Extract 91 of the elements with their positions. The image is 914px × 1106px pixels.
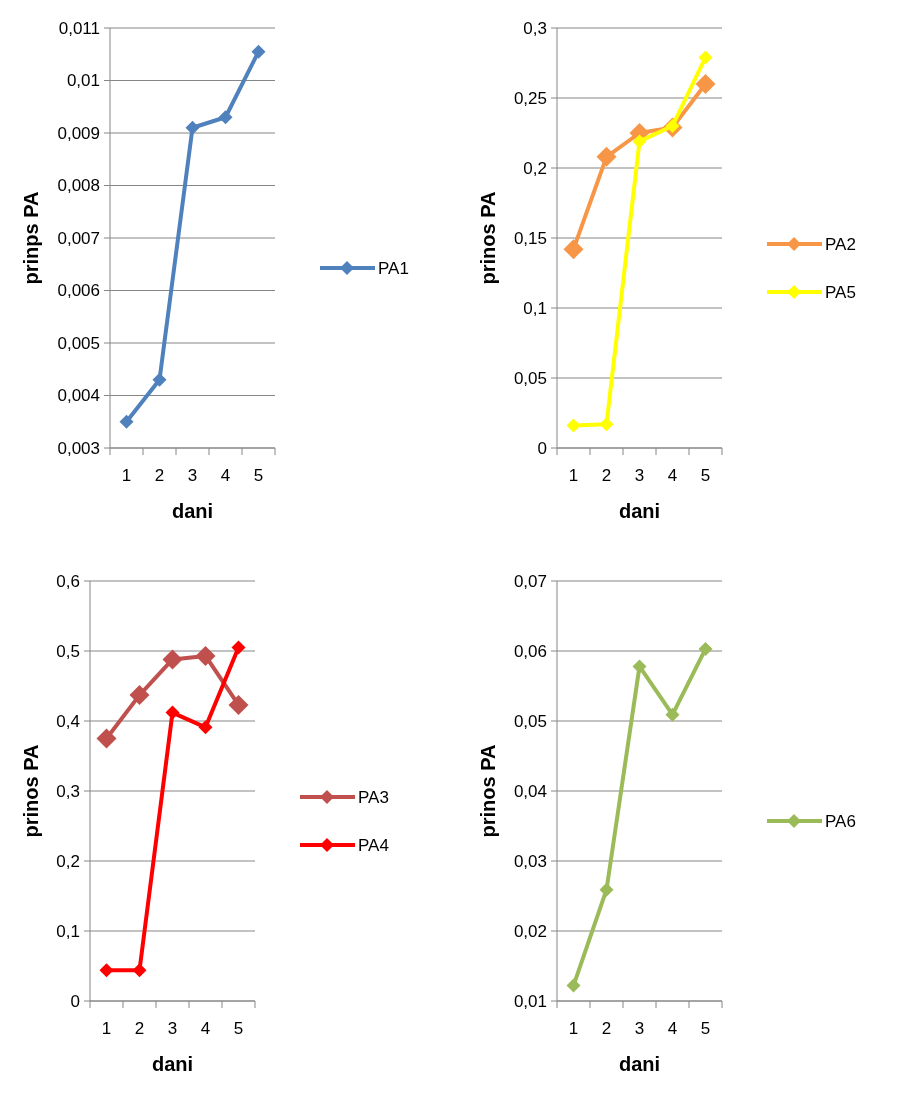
legend-label: PA1 (378, 258, 409, 278)
point (119, 414, 134, 429)
y-tick-label: 0,02 (513, 921, 547, 941)
point (198, 720, 213, 735)
x-tick-label: 2 (134, 1019, 145, 1038)
legend-label: PA3 (358, 787, 389, 807)
y-tick-label: 0,6 (56, 571, 80, 591)
point (599, 882, 614, 897)
y-tick-label: 0,005 (57, 333, 100, 353)
y-tick-label: 0,006 (57, 281, 100, 301)
point (695, 74, 716, 94)
point (129, 685, 150, 706)
x-tick-label: 5 (233, 1019, 244, 1038)
x-tick-label: 1 (101, 1019, 112, 1038)
y-tick-label: 0,4 (56, 711, 80, 731)
y-tick-label: 0,03 (513, 851, 547, 871)
x-axis-title: dani (151, 1053, 194, 1075)
point (632, 659, 647, 674)
point (566, 418, 581, 433)
x-tick-label: 2 (601, 1019, 612, 1038)
y-tick-label: 0,1 (56, 921, 80, 941)
y-axis-title: prinos PA (20, 744, 42, 838)
x-tick-label: 3 (634, 1019, 645, 1038)
y-tick-label: 0,05 (513, 711, 547, 731)
point (195, 645, 216, 666)
y-tick-label: 0,004 (57, 386, 100, 406)
y-tick-label: 0,05 (513, 368, 547, 388)
x-tick-label: 1 (568, 466, 579, 485)
y-tick-label: 0,5 (56, 641, 80, 661)
x-tick-label: 1 (121, 466, 132, 485)
y-tick-label: 0,2 (523, 158, 547, 178)
y-tick-label: 0,3 (56, 781, 80, 801)
x-tick-label: 4 (667, 466, 678, 485)
x-tick-label: 2 (154, 466, 165, 485)
y-tick-label: 0 (70, 991, 80, 1011)
x-tick-label: 1 (568, 1019, 579, 1038)
y-tick-label: 0,009 (57, 123, 100, 143)
x-tick-label: 4 (220, 466, 231, 485)
point (566, 978, 581, 993)
point (228, 694, 249, 715)
x-tick-label: 5 (253, 466, 264, 485)
point (251, 44, 266, 59)
x-axis-title: dani (171, 500, 214, 522)
y-axis-title: prinos PA (477, 744, 499, 838)
x-axis-title: dani (618, 500, 661, 522)
x-tick-label: 4 (200, 1019, 211, 1038)
x-tick-label: 3 (187, 466, 198, 485)
y-tick-label: 0,04 (513, 781, 547, 801)
point (132, 963, 147, 978)
x-tick-label: 2 (601, 466, 612, 485)
point (185, 120, 200, 135)
point (698, 641, 713, 656)
x-tick-label: 3 (167, 1019, 178, 1038)
point (165, 705, 180, 720)
point (218, 110, 233, 125)
y-tick-label: 0,01 (66, 71, 100, 91)
point (99, 963, 114, 978)
point (96, 728, 117, 749)
legend-label: PA6 (825, 811, 856, 831)
point (152, 372, 167, 387)
y-axis-title: prinps PA (20, 191, 42, 285)
y-tick-label: 0,3 (523, 18, 547, 38)
y-tick-label: 0,007 (57, 228, 100, 248)
point (665, 707, 680, 722)
y-tick-label: 0 (537, 438, 547, 458)
y-tick-label: 0,07 (513, 571, 547, 591)
point (698, 50, 713, 65)
x-tick-label: 3 (634, 466, 645, 485)
y-tick-label: 0,011 (58, 18, 100, 38)
y-tick-label: 0,06 (513, 641, 547, 661)
point (162, 649, 183, 670)
x-tick-label: 5 (700, 1019, 711, 1038)
y-axis-title: prinos PA (477, 191, 499, 285)
legend-label: PA4 (358, 835, 389, 855)
y-tick-label: 0,01 (513, 991, 547, 1011)
x-axis-title: dani (618, 1053, 661, 1075)
point (231, 640, 246, 655)
point (563, 239, 584, 260)
y-tick-label: 0,1 (523, 298, 547, 318)
y-tick-label: 0,2 (56, 851, 80, 871)
y-tick-label: 0,003 (57, 438, 100, 458)
point (632, 134, 647, 149)
y-tick-label: 0,008 (57, 176, 100, 196)
y-tick-label: 0,15 (513, 228, 547, 248)
y-tick-label: 0,25 (513, 88, 547, 108)
legend-label: PA5 (825, 282, 856, 302)
point (596, 146, 617, 167)
x-tick-label: 4 (667, 1019, 678, 1038)
point (599, 417, 614, 432)
legend-label: PA2 (825, 234, 856, 254)
x-tick-label: 5 (700, 466, 711, 485)
